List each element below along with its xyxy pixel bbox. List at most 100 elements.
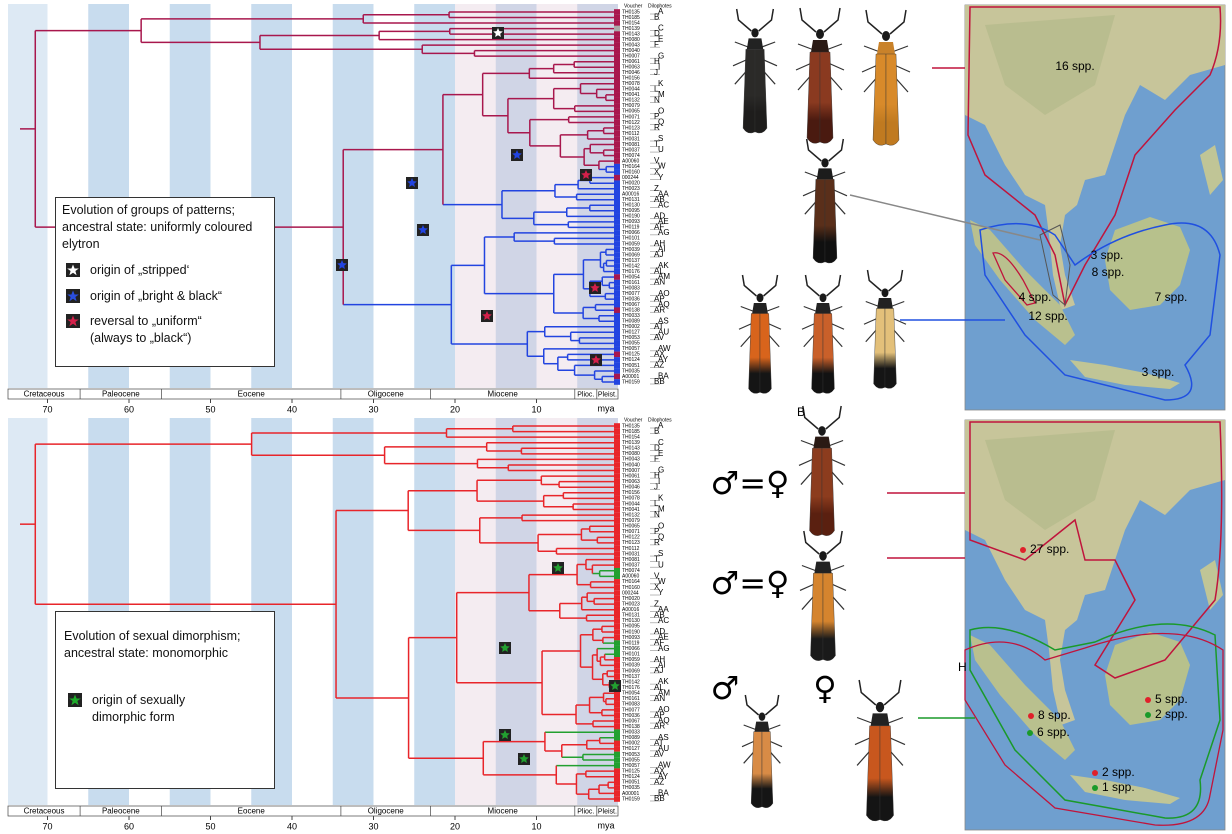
map-dot	[1145, 697, 1151, 703]
tip-state	[614, 9, 620, 15]
tip-state	[614, 607, 620, 613]
tip-state	[614, 585, 620, 591]
tip-state	[614, 81, 620, 87]
clade-label: J	[654, 68, 658, 77]
antenna	[829, 139, 844, 161]
clade-label: J	[654, 482, 658, 491]
elytron	[743, 49, 755, 133]
time-band	[414, 4, 455, 388]
tip-state	[614, 241, 620, 247]
clade-label: AJ	[654, 666, 663, 675]
clade-label: I	[658, 62, 660, 71]
tip-state	[614, 724, 620, 730]
map-label: 6 spp.	[1037, 725, 1070, 739]
epoch-label: Paleocene	[102, 807, 140, 816]
tip-state	[614, 236, 620, 242]
antenna	[743, 275, 757, 296]
epoch-bar	[8, 806, 618, 816]
tip-state	[614, 707, 620, 713]
tip-state	[614, 473, 620, 479]
time-band	[8, 418, 48, 805]
marker	[66, 314, 80, 328]
antenna	[889, 270, 903, 291]
head	[882, 31, 890, 41]
elytron	[880, 726, 894, 821]
clade-label: AC	[658, 616, 669, 625]
tip-state	[614, 574, 620, 580]
legend-text: reversal to „uniform“ (always to „black“…	[90, 314, 202, 345]
tip-state	[614, 596, 620, 602]
tip-state	[614, 87, 620, 93]
map-label: 3 spp.	[1091, 248, 1124, 262]
clade-label: Y	[658, 588, 664, 597]
axis-unit: mya	[597, 403, 614, 413]
tip-state	[614, 352, 620, 358]
tip-state	[614, 713, 620, 719]
map-label: 1 spp.	[1102, 780, 1135, 794]
epoch-label: Oligocene	[368, 807, 405, 816]
tip-state	[614, 368, 620, 374]
map-label: 8 spp.	[1092, 265, 1125, 279]
time-band	[414, 418, 455, 805]
elytron	[820, 52, 833, 143]
beetle-photo	[742, 695, 782, 808]
epoch-label: Eocene	[238, 390, 266, 399]
tip-state	[614, 668, 620, 674]
tip-state	[614, 98, 620, 104]
tip-state	[614, 434, 620, 440]
antenna	[737, 9, 752, 31]
clade-label: AV	[654, 750, 665, 759]
tip-state	[614, 20, 620, 26]
time-band	[333, 418, 374, 805]
antenna	[800, 8, 816, 32]
antenna	[866, 10, 882, 34]
clade-label: AN	[654, 694, 665, 703]
page: TH0135TH0185TH0154TH0139TH0143TH0080TH00…	[0, 0, 1232, 834]
tip-state	[614, 247, 620, 253]
antenna	[827, 275, 841, 296]
tip-state	[614, 729, 620, 735]
tip-state	[614, 557, 620, 563]
map: 16 spp.3 spp.8 spp.4 spp.12 spp.7 spp.3 …	[965, 5, 1225, 410]
tip-state	[614, 302, 620, 308]
tip-state	[614, 568, 620, 574]
pronotum	[877, 298, 893, 309]
antenna	[826, 406, 841, 429]
tip-state	[614, 341, 620, 347]
tip-state	[614, 31, 620, 37]
head	[816, 29, 824, 39]
clade-label: I	[658, 477, 660, 486]
sex-label: ♀	[813, 669, 836, 707]
epoch-label: Miocene	[488, 390, 519, 399]
legend-top: Evolution of groups of patterns; ancestr…	[55, 197, 275, 367]
tip-state	[614, 142, 620, 148]
tip-state	[614, 109, 620, 115]
tip-state	[614, 624, 620, 630]
antenna	[824, 8, 840, 32]
tip-state	[614, 318, 620, 324]
tip-state	[614, 197, 620, 203]
map-label: 12 spp.	[1028, 309, 1067, 323]
pronotum	[815, 303, 831, 314]
elytron	[822, 448, 834, 536]
clade-label: U	[658, 145, 664, 154]
map-label: 3 spp.	[1142, 365, 1175, 379]
tick-label: 30	[368, 404, 378, 414]
tip-state	[614, 512, 620, 518]
tip-state	[614, 423, 620, 429]
beetle-photo	[799, 406, 845, 536]
map-label: 27 spp.	[1030, 542, 1069, 556]
elytron	[874, 309, 885, 389]
epoch-label: Paleocene	[102, 390, 140, 399]
tip-state	[614, 125, 620, 131]
clade-label: BB	[654, 377, 665, 386]
tick-label: 60	[124, 821, 134, 831]
epoch-label: Miocene	[488, 807, 519, 816]
tip-state	[614, 651, 620, 657]
tip-state	[614, 451, 620, 457]
elytron	[823, 573, 835, 661]
tip-state	[614, 796, 620, 802]
pronotum	[813, 437, 830, 449]
tip-state	[614, 219, 620, 225]
head	[820, 293, 827, 302]
